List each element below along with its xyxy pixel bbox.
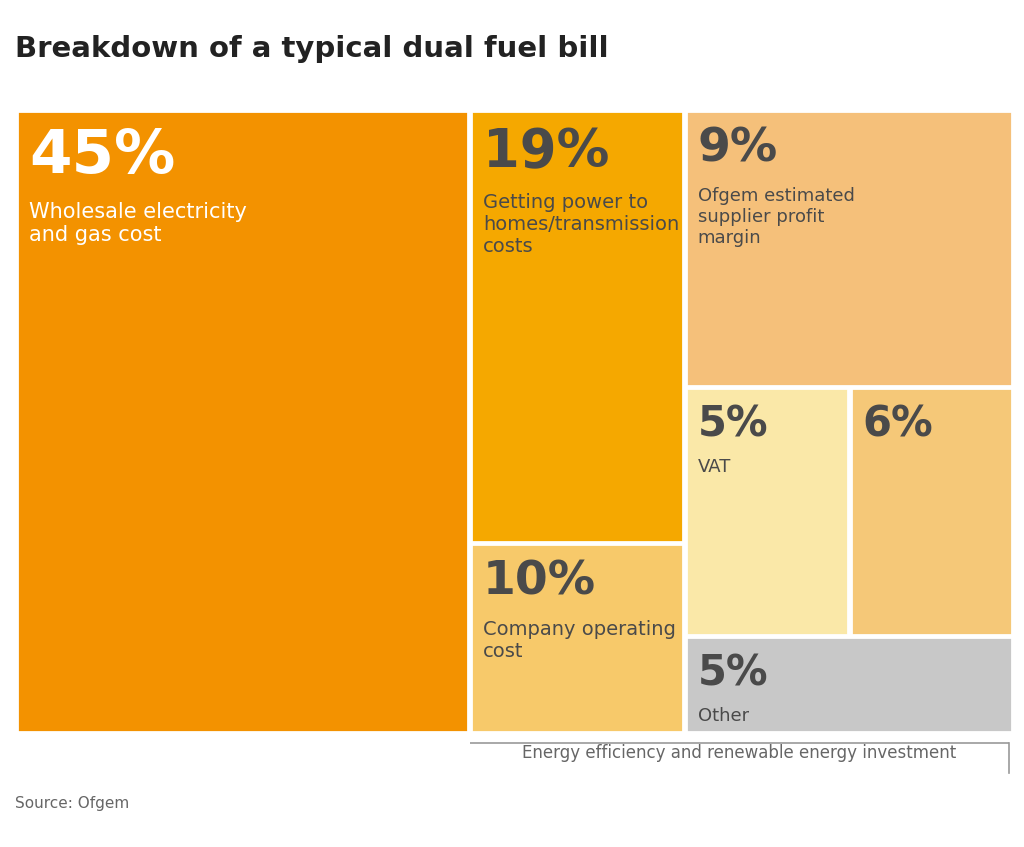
- Text: 45%: 45%: [29, 126, 175, 185]
- Bar: [16, 111, 468, 732]
- Bar: [686, 111, 1013, 386]
- Text: Wholesale electricity
and gas cost: Wholesale electricity and gas cost: [29, 202, 247, 245]
- Text: Other: Other: [697, 707, 749, 725]
- Bar: [851, 388, 1013, 635]
- Text: Getting power to
homes/transmission
costs: Getting power to homes/transmission cost…: [483, 193, 679, 256]
- Text: Energy efficiency and renewable energy investment: Energy efficiency and renewable energy i…: [522, 744, 956, 761]
- Text: 6%: 6%: [862, 404, 933, 446]
- Text: 5%: 5%: [697, 653, 768, 695]
- Text: Breakdown of a typical dual fuel bill: Breakdown of a typical dual fuel bill: [15, 35, 609, 63]
- Text: 9%: 9%: [697, 126, 778, 172]
- Text: Company operating
cost: Company operating cost: [483, 620, 676, 661]
- Text: Source: Ofgem: Source: Ofgem: [15, 796, 130, 811]
- Text: 10%: 10%: [483, 559, 596, 604]
- Text: VAT: VAT: [697, 458, 731, 476]
- Text: Ofgem estimated
supplier profit
margin: Ofgem estimated supplier profit margin: [697, 187, 855, 246]
- Text: 19%: 19%: [483, 126, 609, 179]
- Bar: [686, 637, 1013, 732]
- Bar: [471, 544, 683, 732]
- Bar: [686, 388, 848, 635]
- Bar: [471, 111, 683, 542]
- Text: 5%: 5%: [697, 404, 768, 446]
